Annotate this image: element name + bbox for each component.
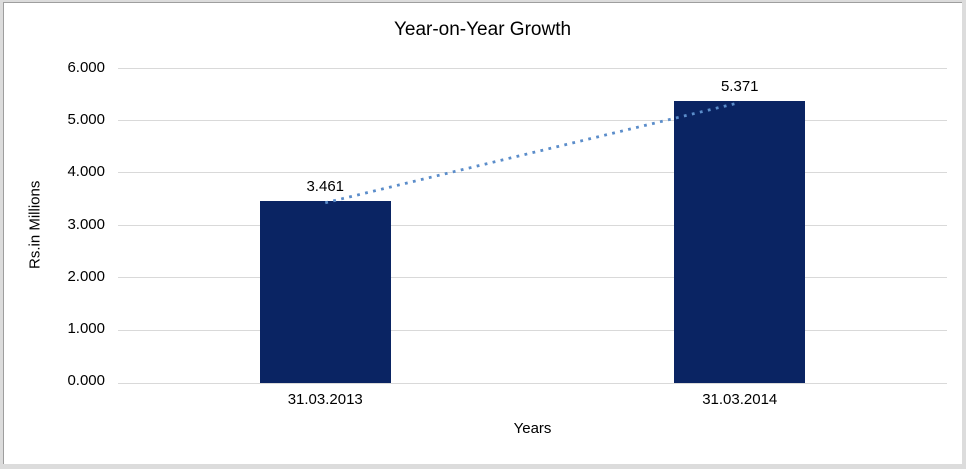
gridline [118, 172, 947, 174]
bar-group-2014: 5.371 [674, 68, 806, 383]
gridline [118, 225, 947, 226]
bar-group-2013: 3.461 [259, 68, 391, 383]
gridlines [118, 67, 947, 384]
gridline [118, 330, 947, 331]
y-tick-label: 1.000 [67, 319, 105, 337]
x-axis-title: Years [513, 420, 552, 437]
bar-value-label: 5.371 [720, 78, 759, 96]
y-axis-tick-labels: 6.000 5.000 4.000 3.000 2.000 1.000 0.000 [41, 59, 105, 389]
y-tick-label: 3.000 [67, 215, 105, 233]
gridline [118, 277, 947, 279]
y-tick-label: 5.000 [67, 111, 105, 129]
y-tick-label: 6.000 [67, 59, 105, 76]
bar-2014 [674, 101, 806, 383]
bar-2013 [259, 201, 391, 383]
gridline [118, 119, 947, 121]
chart-title: Year-on-Year Growth [393, 19, 572, 40]
plot-area: 3.461 5.371 [118, 67, 947, 384]
y-tick-label: 2.000 [67, 267, 105, 285]
gridline [118, 67, 947, 69]
x-tick-label-2014: 31.03.2014 [702, 391, 778, 408]
y-tick-label: 4.000 [67, 163, 105, 181]
x-axis-tick-labels: 31.03.2013 31.03.2014 [118, 391, 947, 411]
x-tick-label-2013: 31.03.2013 [287, 391, 363, 408]
gridline [118, 382, 947, 384]
y-tick-label: 0.000 [67, 372, 105, 389]
bar-value-label: 3.461 [306, 178, 345, 196]
